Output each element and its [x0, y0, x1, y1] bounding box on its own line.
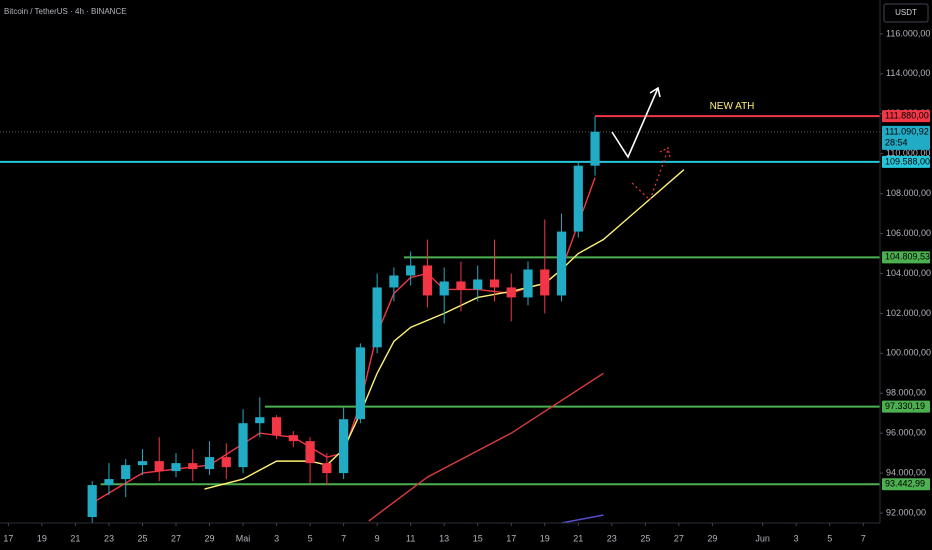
last-price-label: 111.090,92 — [885, 126, 929, 136]
alt-path — [631, 149, 669, 202]
x-tick-label: 23 — [104, 533, 114, 543]
chart-title: Bitcoin / TetherUS · 4h · BINANCE — [4, 7, 127, 16]
level-label-box — [882, 478, 930, 491]
x-tick-label: 15 — [473, 533, 483, 543]
candle-body — [573, 165, 583, 232]
moving-average — [368, 372, 604, 522]
countdown: 28:54 — [885, 137, 908, 147]
x-tick-label: 3 — [274, 533, 279, 543]
x-tick-label: 27 — [171, 533, 181, 543]
candle-body — [188, 463, 198, 470]
candle-body — [154, 461, 164, 472]
candle-body — [372, 287, 382, 348]
x-tick-label: 27 — [674, 533, 684, 543]
currency-box[interactable] — [883, 3, 929, 23]
x-tick-label: 29 — [205, 533, 215, 543]
candle-body — [389, 275, 399, 288]
level-label-box — [882, 400, 930, 413]
candle-body — [137, 461, 148, 466]
x-tick-label: 7 — [341, 533, 346, 543]
candle-body — [305, 441, 315, 464]
axis-labels: 92.000,00 94.000,00 96.000,00 98.000,00 100.… — [3, 28, 931, 543]
candle-body — [171, 463, 181, 472]
candle-body — [121, 465, 131, 480]
candle-body — [506, 287, 516, 298]
level-label: 97.330,19 — [885, 401, 925, 411]
y-tick-label: 110.000,00 — [886, 148, 930, 158]
candle-body — [204, 457, 215, 470]
y-tick-label: 98.000,00 — [886, 388, 926, 398]
price-axis — [880, 0, 932, 550]
x-tick-label: Mai — [236, 533, 251, 543]
level-label-box — [882, 251, 930, 264]
candle-body — [87, 485, 97, 518]
candle-body — [271, 417, 282, 436]
moving-average — [561, 514, 604, 523]
candle-body — [489, 279, 500, 288]
x-tick-label: 7 — [861, 533, 866, 543]
candle-body — [221, 457, 231, 468]
y-tick-label: 108.000,00 — [886, 188, 931, 198]
candle-body — [523, 269, 533, 298]
y-tick-label: 106.000,00 — [886, 228, 931, 238]
last-price-box — [882, 125, 930, 150]
y-tick-label: 102.000,00 — [886, 308, 931, 318]
candle-body — [422, 265, 433, 296]
y-tick-label: 114.000,00 — [886, 68, 930, 78]
candle-body — [238, 423, 248, 468]
x-tick-label: 9 — [375, 533, 380, 543]
candle-body — [322, 463, 332, 474]
currency: USDT — [895, 8, 917, 17]
candle-body — [590, 131, 600, 166]
y-tick-label: 96.000,00 — [886, 428, 926, 438]
candle-body — [456, 281, 466, 290]
x-tick-label: 17 — [3, 533, 13, 543]
level-label: 93.442,99 — [885, 479, 925, 489]
y-tick-label: 116.000,00 — [886, 28, 930, 38]
x-tick-label: 23 — [607, 533, 617, 543]
projection-arrow — [611, 87, 659, 159]
y-tick-label: 104.000,00 — [886, 268, 931, 278]
y-tick-label: 92.000,00 — [886, 507, 926, 517]
x-tick-label: Jun — [755, 533, 770, 543]
candle-body — [439, 281, 449, 296]
x-tick-label: 3 — [794, 533, 799, 543]
x-tick-label: 5 — [827, 533, 832, 543]
x-tick-label: 19 — [540, 533, 550, 543]
candle-body — [540, 269, 550, 296]
annotation: NEW ATH — [710, 101, 755, 112]
x-tick-label: 17 — [506, 533, 516, 543]
candle-body — [255, 417, 265, 424]
x-tick-label: 25 — [137, 533, 147, 543]
level-label-box — [882, 155, 930, 168]
x-tick-label: 11 — [406, 533, 415, 543]
y-tick-label: 100.000,00 — [886, 348, 931, 358]
x-tick-label: 29 — [707, 533, 717, 543]
level-label-box — [882, 110, 930, 123]
candle-body — [406, 265, 416, 276]
candle-body — [288, 435, 298, 442]
level-label: 111.880,00 — [885, 111, 929, 121]
arrow-head — [649, 86, 661, 98]
candle-body — [473, 279, 483, 290]
candle-body — [339, 419, 349, 474]
y-tick-label: 94.000,00 — [886, 467, 926, 477]
plot-area: NEW ATH — [0, 101, 880, 523]
candle-body — [355, 347, 365, 420]
x-tick-label: 5 — [308, 533, 313, 543]
level-label: 104.809,53 — [885, 252, 930, 262]
x-tick-label: 25 — [640, 533, 650, 543]
x-tick-label: 21 — [573, 533, 583, 543]
level-label: 109.588,00 — [885, 156, 930, 166]
candle-body — [556, 231, 567, 296]
candle-body — [104, 479, 114, 486]
x-tick-label: 21 — [70, 533, 80, 543]
alt-arrow-head — [659, 147, 671, 158]
x-tick-label: 13 — [439, 533, 449, 543]
x-tick-label: 19 — [37, 533, 47, 543]
